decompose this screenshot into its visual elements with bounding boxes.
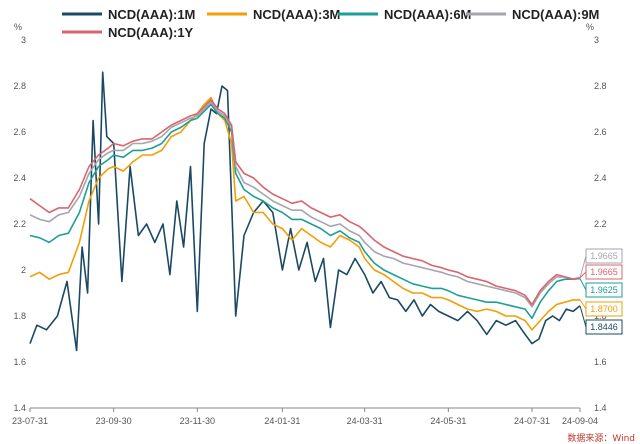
x-tick-label: 24-03-31	[347, 416, 383, 426]
legend-label: NCD(AAA):9M	[512, 7, 599, 22]
y-tick-label-right: 1.4	[594, 403, 607, 413]
series-line-5	[29, 99, 581, 306]
y-tick-label-right: 1.6	[594, 357, 607, 367]
end-label-value: 1.9665	[590, 251, 618, 261]
legend-label: NCD(AAA):6M	[384, 7, 471, 22]
data-source-note: 数据来源：Wind	[567, 432, 635, 444]
y-axis-unit-right: %	[586, 22, 594, 32]
y-tick-label-left: 2.8	[13, 81, 26, 91]
end-label-box	[585, 319, 623, 335]
y-tick-label-left: 1.8	[13, 311, 26, 321]
x-tick-label: 24-01-31	[264, 416, 300, 426]
end-label-leader	[579, 305, 587, 328]
x-tick-label: 24-07-31	[514, 416, 550, 426]
x-tick-label: 23-07-31	[12, 416, 48, 426]
y-tick-label-right: 2.2	[594, 219, 607, 229]
y-tick-label-left: 1.4	[13, 403, 26, 413]
end-label-box	[585, 301, 623, 317]
end-label-leader	[579, 299, 587, 310]
y-tick-label-right: 2.4	[594, 173, 607, 183]
end-label-box	[585, 264, 623, 280]
y-tick-label-left: 1.6	[13, 357, 26, 367]
end-label-leader	[579, 255, 587, 278]
end-label-box	[585, 282, 623, 298]
end-label-leader	[579, 271, 587, 279]
end-label-value: 1.8700	[590, 304, 618, 314]
y-tick-label-left: 2.6	[13, 127, 26, 137]
y-tick-label-left: 2.4	[13, 173, 26, 183]
y-tick-label-right: 2.6	[594, 127, 607, 137]
end-label-value: 1.8446	[590, 322, 618, 332]
legend-label: NCD(AAA):3M	[253, 7, 340, 22]
end-label-leader	[579, 278, 587, 291]
y-axis-unit-left: %	[14, 22, 22, 32]
series-line-2	[29, 96, 580, 331]
y-tick-label-left: 3	[21, 35, 26, 45]
chart-axes: 1.41.41.61.61.81.8222.22.22.42.42.62.62.…	[12, 35, 607, 426]
y-tick-label-left: 2.2	[13, 219, 26, 229]
legend-label: NCD(AAA):1M	[108, 7, 195, 22]
series-line-3	[29, 103, 581, 320]
end-label-value: 1.9665	[590, 267, 618, 277]
series-line-4	[29, 101, 581, 308]
x-tick-label: 24-09-04	[562, 416, 598, 426]
chart-legend: NCD(AAA):1M NCD(AAA):3M NCD(AAA):6M NCD(AAA…	[62, 7, 599, 40]
x-tick-label: 24-05-31	[430, 416, 466, 426]
legend-label: NCD(AAA):1Y	[108, 25, 194, 40]
y-tick-label-left: 2	[21, 265, 26, 275]
end-label-value: 1.9625	[590, 285, 618, 295]
series-line-1	[29, 71, 581, 352]
y-tick-label-right: 3	[594, 35, 599, 45]
series-end-labels: 1.9665 1.9665 1.9625 1.8700 1.8446	[579, 248, 623, 335]
x-tick-label: 23-11-30	[180, 416, 215, 426]
x-tick-label: 23-09-30	[96, 416, 132, 426]
chart-series	[29, 71, 581, 352]
end-label-box	[585, 248, 623, 264]
y-tick-label-right: 2.8	[594, 81, 607, 91]
